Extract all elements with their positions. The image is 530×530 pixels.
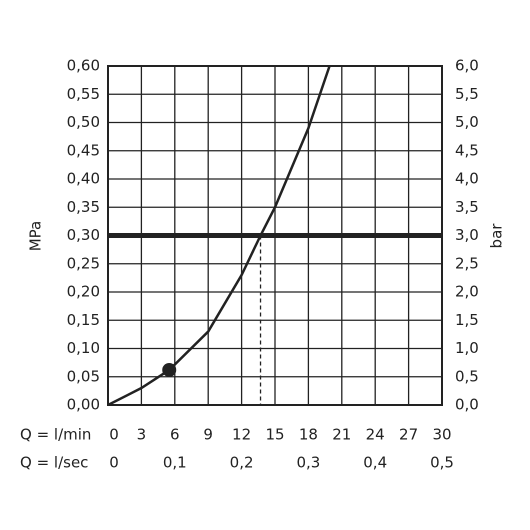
x-tick-label: 30 [432,426,451,444]
y-tick-label: 0,60 [67,57,100,75]
y-tick-label: 0,10 [67,339,100,357]
x-tick-label: 27 [399,426,418,444]
y-tick-label: 0,15 [67,311,100,329]
y-tick-label: 0,30 [67,226,100,244]
x-tick-label: 3 [137,426,147,444]
y-tick-label: 0,55 [67,85,100,103]
y-tick-label: 0,35 [67,198,100,216]
y-tick-label: 0,50 [67,113,100,131]
y2-tick-label: 3,5 [455,198,479,216]
y2-tick-label: 0,5 [455,367,479,385]
y2-tick-label: 4,0 [455,170,479,188]
y-tick-label: 0,00 [67,396,100,414]
y2-axis-label: bar [488,223,506,249]
y2-tick-label: 4,5 [455,141,479,159]
y-axis-label: MPa [27,221,45,252]
x-tick-label: 18 [299,426,318,444]
x-tick-label: 9 [203,426,213,444]
y-tick-label: 0,45 [67,141,100,159]
x-tick-label: 15 [265,426,284,444]
x2-tick-label: 0,4 [363,454,387,472]
x-tick-label: 12 [232,426,251,444]
y2-tick-label: 1,0 [455,339,479,357]
y-tick-label: 0,20 [67,283,100,301]
y-tick-label: 0,25 [67,254,100,272]
y2-tick-label: 5,5 [455,85,479,103]
y-tick-label: 0,40 [67,170,100,188]
y-tick-label: 0,05 [67,367,100,385]
y2-tick-label: 5,0 [455,113,479,131]
curve [107,65,331,407]
y2-tick-label: 0,0 [455,396,479,414]
y2-tick-label: 3,0 [455,226,479,244]
x2-tick-label: 0,2 [230,454,254,472]
x-tick-label: 24 [366,426,385,444]
marker [162,362,177,377]
y2-tick-label: 6,0 [455,57,479,75]
y2-tick-label: 2,5 [455,254,479,272]
x-tick-label: 6 [170,426,180,444]
x2-tick-label: 0 [109,454,119,472]
x-tick-label: 0 [109,426,119,444]
x-tick-label: 21 [332,426,351,444]
x2-axis-label: Q = l/sec [20,454,88,472]
y2-tick-label: 2,0 [455,283,479,301]
y2-tick-label: 1,5 [455,311,479,329]
x2-tick-label: 0,5 [430,454,454,472]
x-axis-label: Q = l/min [20,426,91,444]
x2-tick-label: 0,1 [163,454,187,472]
x2-tick-label: 0,3 [296,454,320,472]
